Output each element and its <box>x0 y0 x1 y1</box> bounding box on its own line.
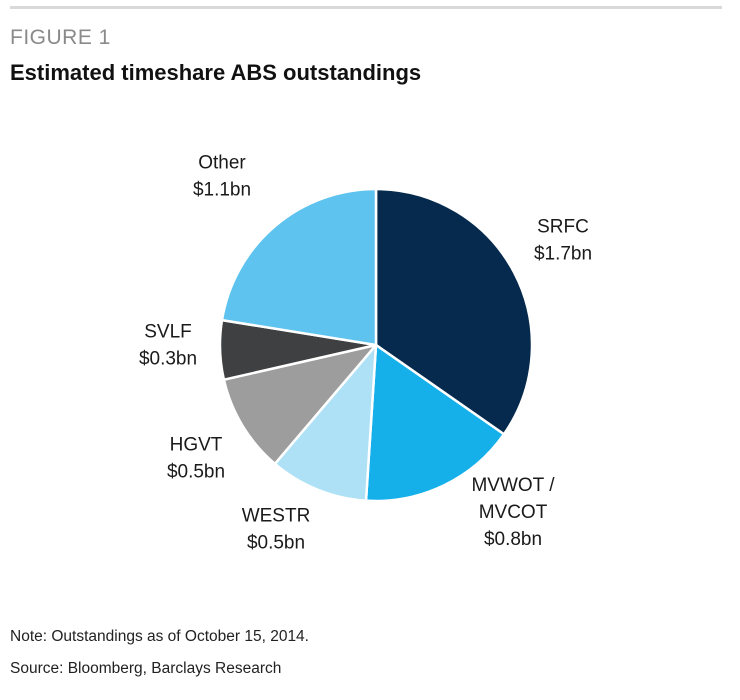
chart-title: Estimated timeshare ABS outstandings <box>10 60 422 85</box>
pie-slice-hgvt <box>222 343 378 466</box>
slice-label-svlf: SVLF $0.3bn <box>139 322 197 370</box>
slice-label-mvwot-: MVWOT / MVCOT $0.8bn <box>471 475 555 550</box>
slice-label-srfc: SRFC $1.7bn <box>534 217 592 265</box>
slice-label-hgvt: HGVT $0.5bn <box>167 435 225 483</box>
pie-slice-other <box>220 187 378 347</box>
pie-slice-mvwot- <box>364 343 506 503</box>
slice-label-other: Other $1.1bn <box>193 153 251 201</box>
chart-source: Source: Bloomberg, Barclays Research <box>10 660 282 677</box>
pie-slice-westr <box>273 343 378 502</box>
chart-note: Note: Outstandings as of October 15, 201… <box>10 628 309 645</box>
pie-slice-srfc <box>374 187 534 436</box>
slice-label-westr: WESTR $0.5bn <box>242 506 311 554</box>
figure-label: FIGURE 1 <box>10 26 111 49</box>
top-rule <box>10 6 722 9</box>
